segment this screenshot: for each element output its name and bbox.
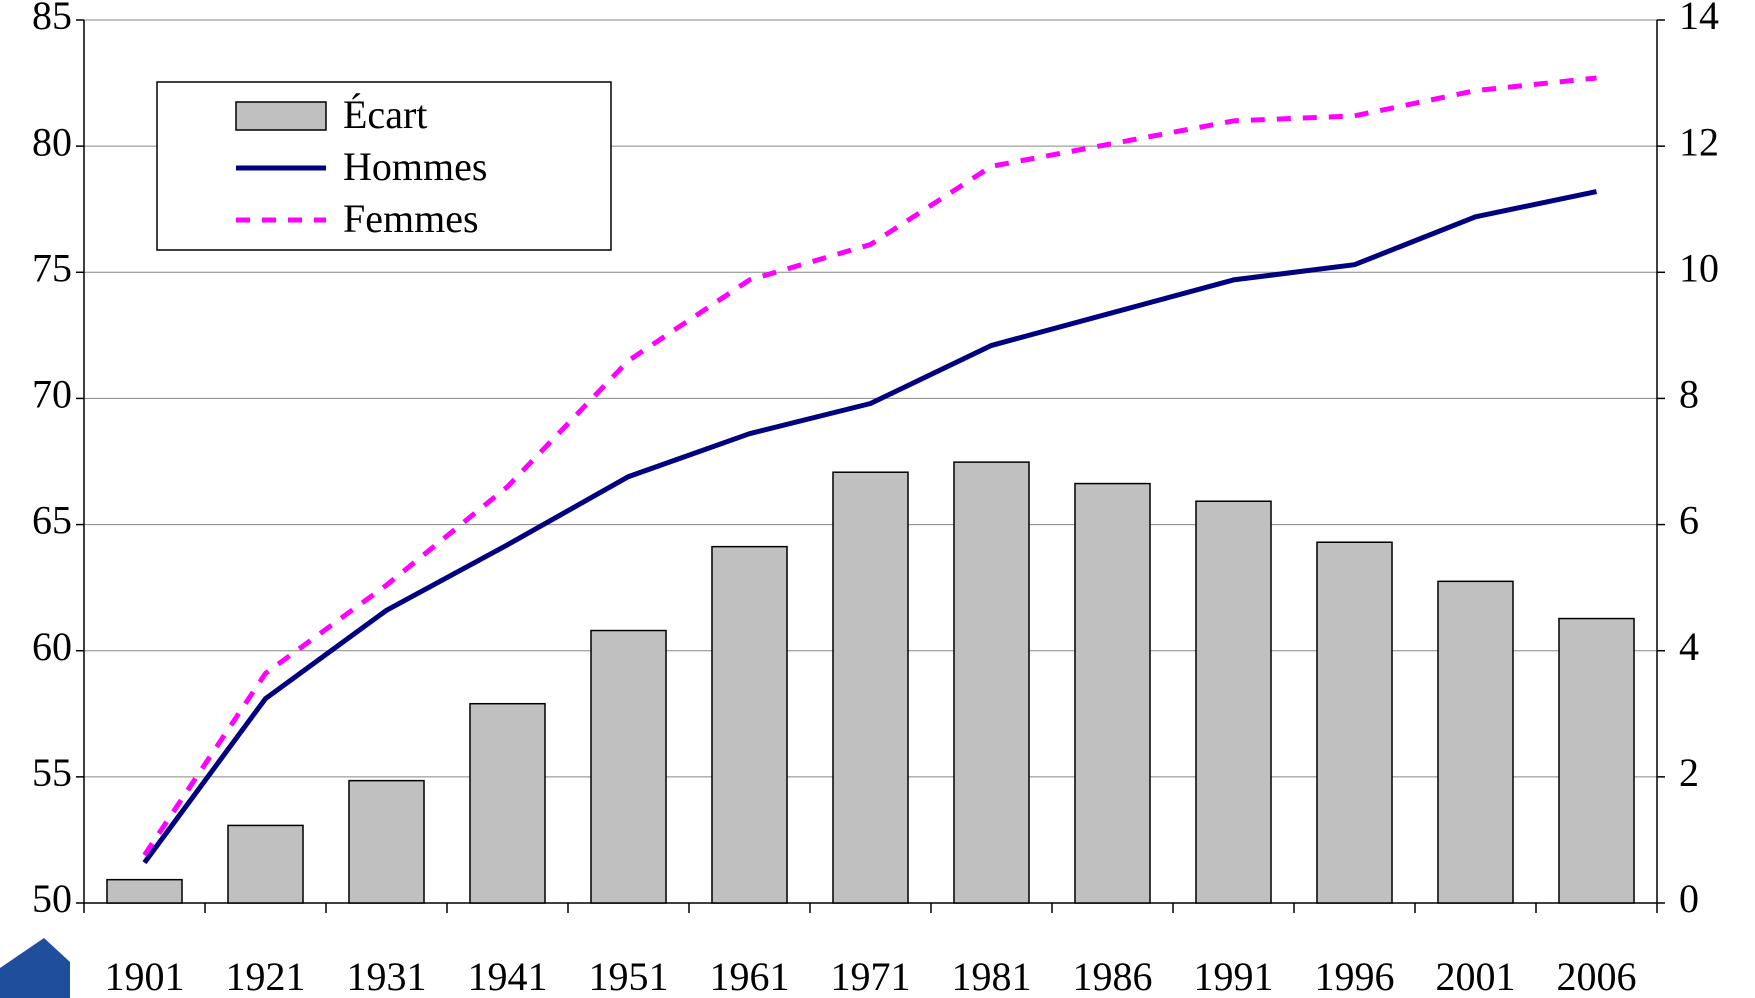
- y-tick-label: 65: [32, 498, 72, 543]
- legend: Écart Hommes Femmes: [156, 81, 612, 251]
- x-tick-label: 1991: [1194, 954, 1274, 998]
- x-tick-label: 1951: [589, 954, 669, 998]
- x-tick-label: 1961: [710, 954, 790, 998]
- y-tick-label: 70: [32, 372, 72, 417]
- y2-tick-label: 4: [1679, 624, 1699, 669]
- legend-label: Femmes: [343, 196, 479, 241]
- bar: [590, 629, 667, 904]
- x-tick-label: 1901: [105, 954, 185, 998]
- line-series: [142, 189, 1598, 865]
- y2-tick-label: 2: [1679, 750, 1699, 795]
- x-tick-label: 1986: [1073, 954, 1153, 998]
- y-tick-label: 60: [32, 624, 72, 669]
- legend-box: [156, 81, 612, 251]
- x-tick-label: 2006: [1557, 954, 1637, 998]
- bar: [227, 824, 304, 904]
- bar: [348, 779, 425, 904]
- y2-tick-label: 6: [1679, 498, 1699, 543]
- y-tick-label: 50: [32, 876, 72, 921]
- y2-tick-label: 10: [1679, 245, 1719, 290]
- legend-label: Écart: [343, 92, 427, 137]
- x-tick-label: 1971: [831, 954, 911, 998]
- bar: [1316, 541, 1393, 904]
- bar: [1437, 580, 1514, 904]
- y-tick-label: 55: [32, 750, 72, 795]
- legend-swatch: [235, 101, 327, 131]
- x-tick-label: 1996: [1315, 954, 1395, 998]
- line-series: [142, 75, 1597, 857]
- x-tick-label: 1921: [226, 954, 306, 998]
- bar: [106, 878, 183, 904]
- y-tick-label: 85: [32, 0, 72, 38]
- x-tick-label: 2001: [1436, 954, 1516, 998]
- bar: [1195, 500, 1272, 904]
- bar: [953, 461, 1030, 904]
- y2-tick-label: 12: [1679, 119, 1719, 164]
- x-tick-label: 1981: [952, 954, 1032, 998]
- y2-tick-label: 0: [1679, 876, 1699, 921]
- bar: [832, 471, 909, 904]
- logo: [0, 938, 70, 998]
- x-tick-label: 1941: [468, 954, 548, 998]
- x-tick-label: 1931: [347, 954, 427, 998]
- bar: [1074, 482, 1151, 904]
- bar: [469, 702, 546, 904]
- legend-label: Hommes: [343, 144, 487, 189]
- y2-tick-label: 14: [1679, 0, 1719, 38]
- y2-tick-label: 8: [1679, 372, 1699, 417]
- bar: [1558, 617, 1635, 904]
- bar: [711, 545, 788, 904]
- y-tick-label: 80: [32, 119, 72, 164]
- y-tick-label: 75: [32, 245, 72, 290]
